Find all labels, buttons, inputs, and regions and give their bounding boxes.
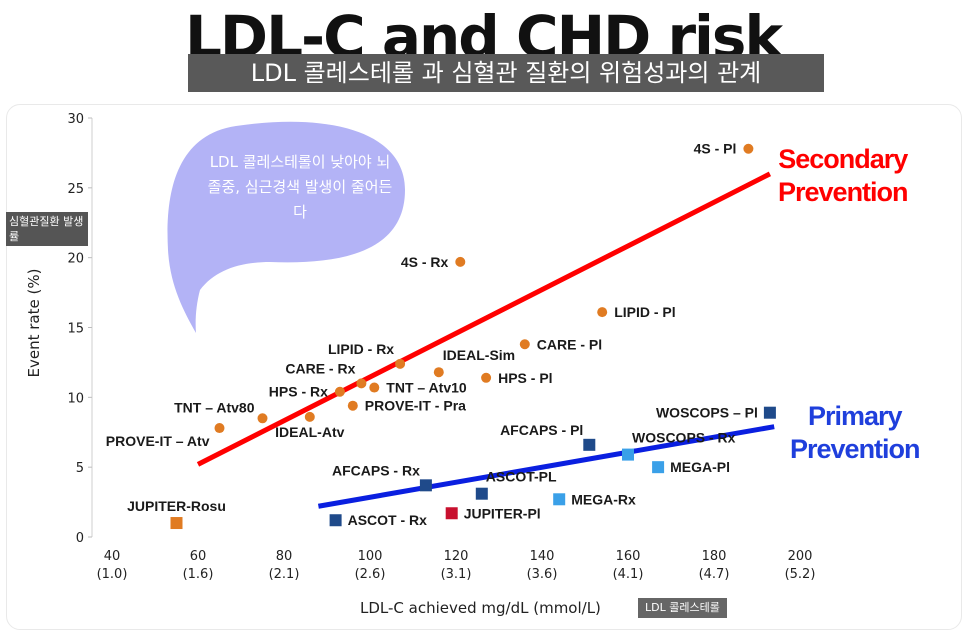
primary-line-2: Prevention — [790, 434, 921, 464]
point-label: CARE - Pl — [537, 336, 602, 352]
square-marker — [170, 517, 183, 530]
point-label: JUPITER-Rosu — [127, 498, 226, 514]
square-marker — [445, 507, 458, 520]
x-tick-sublabel: (4.7) — [699, 567, 730, 582]
point-label: LIPID - Pl — [614, 304, 675, 320]
circle-marker — [481, 372, 492, 383]
x-tick-label: 80 — [276, 549, 293, 564]
y-tick-label: 10 — [67, 391, 84, 406]
primary-prevention-label: Primary Prevention — [790, 400, 921, 466]
point-label: 4S - Pl — [694, 141, 737, 157]
x-tick-label: 140 — [530, 549, 555, 564]
primary-line-1: Primary — [807, 401, 903, 431]
point-label: AFCAPS - Rx — [332, 462, 420, 478]
point-label: PROVE-IT – Atv — [106, 433, 210, 449]
x-tick-label: 180 — [702, 549, 727, 564]
circle-marker — [257, 413, 268, 424]
data-points — [170, 143, 776, 530]
point-label: HPS - Pl — [498, 370, 552, 386]
axes — [88, 117, 93, 538]
y-tick-label: 25 — [67, 182, 84, 197]
point-label: WOSCOPS – Pl — [656, 405, 758, 421]
secondary-line-2: Prevention — [778, 177, 909, 207]
square-marker — [553, 493, 566, 506]
circle-marker — [743, 143, 754, 154]
point-label: TNT – Atv80 — [174, 399, 255, 415]
x-axis-title: LDL-C achieved mg/dL (mmol/L) — [360, 599, 601, 617]
circle-marker — [304, 411, 315, 422]
circle-marker — [356, 378, 367, 389]
point-label: 4S - Rx — [401, 254, 449, 270]
point-label: IDEAL-Atv — [275, 424, 344, 440]
y-tick-label: 30 — [67, 112, 84, 127]
trend-lines — [196, 171, 775, 509]
circle-marker — [369, 382, 380, 393]
x-tick-sublabel: (3.1) — [441, 567, 472, 582]
x-tick-sublabel: (5.2) — [785, 567, 816, 582]
x-tick-sublabel: (1.6) — [183, 567, 214, 582]
x-axis-korean-label: LDL 콜레스테롤 — [638, 598, 727, 618]
x-tick-label: 120 — [444, 549, 469, 564]
circle-marker — [214, 423, 225, 434]
point-label: PROVE-IT - Pra — [365, 398, 466, 414]
x-tick-sublabel: (2.6) — [355, 567, 386, 582]
square-marker — [475, 487, 488, 500]
point-label: LIPID - Rx — [328, 341, 394, 357]
x-tick-label: 40 — [104, 549, 121, 564]
tick-labels: 0 5 10 15 20 25 30 40 (1.0) 60 (1.6) 80 (2.1) 100 (2.6… — [67, 112, 815, 582]
circle-marker — [347, 400, 358, 411]
secondary-line-1: Secondary — [778, 144, 908, 174]
x-tick-sublabel: (2.1) — [269, 567, 300, 582]
circle-marker — [597, 307, 608, 318]
x-tick-sublabel: (4.1) — [613, 567, 644, 582]
chart-panel — [6, 104, 962, 630]
square-marker — [419, 479, 432, 492]
secondary-prevention-label: Secondary Prevention — [778, 143, 909, 209]
circle-marker — [519, 339, 530, 350]
x-tick-label: 160 — [616, 549, 641, 564]
point-label: JUPITER-Pl — [464, 505, 541, 521]
point-label: TNT – Atv10 — [386, 380, 467, 396]
x-tick-label: 100 — [358, 549, 383, 564]
point-label: CARE - Rx — [285, 360, 355, 376]
x-tick-sublabel: (3.6) — [527, 567, 558, 582]
circle-marker — [395, 358, 406, 369]
circle-marker — [433, 367, 444, 378]
square-marker — [329, 514, 342, 527]
x-tick-label: 60 — [190, 549, 207, 564]
square-marker — [652, 461, 665, 474]
y-tick-label: 20 — [67, 252, 84, 267]
point-label: ASCOT - Rx — [348, 512, 428, 528]
point-label: MEGA-Rx — [571, 491, 636, 507]
bubble-text: LDL 콜레스테롤이 낮아야 뇌졸중, 심근경색 발생이 줄어든다 — [207, 153, 393, 221]
point-labels: 4S - Pl 4S - Rx LIPID - Pl CARE - Pl LIPID -… — [106, 141, 758, 529]
primary-trend-line — [317, 424, 775, 509]
point-label: HPS - Rx — [269, 384, 328, 400]
square-marker — [583, 438, 596, 451]
y-tick-label: 0 — [76, 531, 84, 546]
y-tick-label: 15 — [67, 322, 84, 337]
x-tick-sublabel: (1.0) — [97, 567, 128, 582]
page-subtitle: LDL 콜레스테롤 과 심혈관 질환의 위험성과의 관계 — [188, 54, 824, 92]
point-label: ASCOT-PL — [486, 469, 557, 485]
speech-bubble — [167, 121, 405, 334]
y-axis-korean-label: 심혈관질환 발생률 — [6, 212, 88, 246]
point-label: IDEAL-Sim — [443, 347, 515, 363]
circle-marker — [334, 386, 345, 397]
x-tick-label: 200 — [788, 549, 813, 564]
secondary-trend-line — [196, 171, 772, 467]
point-label: MEGA-Pl — [670, 459, 730, 475]
y-axis-title: Event rate (%) — [25, 268, 43, 378]
square-marker — [622, 448, 634, 461]
circle-marker — [455, 256, 466, 267]
point-label: WOSCOPS - Rx — [632, 430, 736, 446]
point-label: AFCAPS - Pl — [500, 422, 583, 438]
y-tick-label: 5 — [76, 461, 84, 476]
square-marker — [763, 406, 776, 419]
